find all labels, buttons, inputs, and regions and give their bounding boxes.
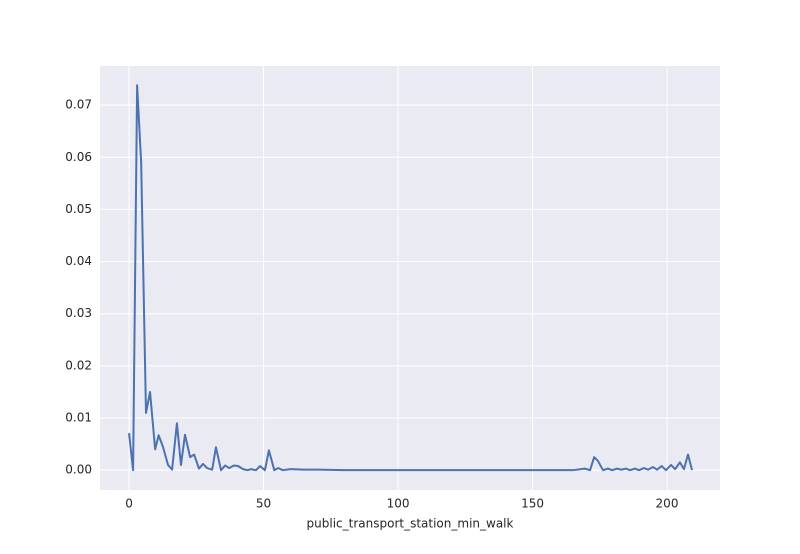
y-tick-label: 0.00 [65, 463, 92, 477]
y-tick-label: 0.06 [65, 150, 92, 164]
x-tick-label: 50 [256, 497, 271, 511]
y-tick-label: 0.07 [65, 98, 92, 112]
plot-area [100, 66, 720, 490]
data-line [128, 84, 693, 472]
x-axis-label: public_transport_station_min_walk [307, 517, 514, 531]
y-tick-label: 0.02 [65, 358, 92, 372]
y-tick-label: 0.03 [65, 306, 92, 320]
x-tick-label: 100 [387, 497, 410, 511]
x-tick-label: 0 [125, 497, 133, 511]
x-tick-label: 150 [521, 497, 544, 511]
y-tick-label: 0.04 [65, 254, 92, 268]
y-tick-label: 0.05 [65, 202, 92, 216]
y-tick-label: 0.01 [65, 411, 92, 425]
x-tick-label: 200 [656, 497, 679, 511]
